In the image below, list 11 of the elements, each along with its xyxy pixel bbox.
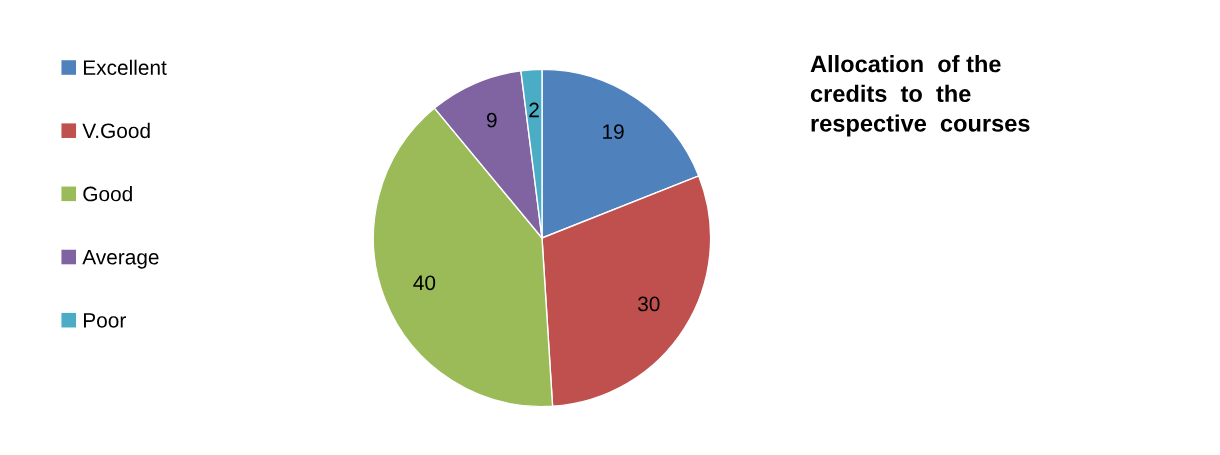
data-label: 9	[486, 112, 497, 128]
legend-label: Good	[83, 186, 132, 202]
data-label: 40	[413, 275, 436, 291]
data-label: 19	[603, 124, 624, 139]
data-label: 30	[637, 296, 660, 312]
legend-label: V.Good	[82, 122, 150, 139]
legend-label: Average	[82, 249, 159, 269]
text: Allocation of the credits to the respective courses	[810, 55, 1030, 137]
data-label: 2	[529, 102, 539, 118]
legend-label: Excellent	[83, 59, 167, 75]
legend-label: Poor	[83, 313, 126, 328]
